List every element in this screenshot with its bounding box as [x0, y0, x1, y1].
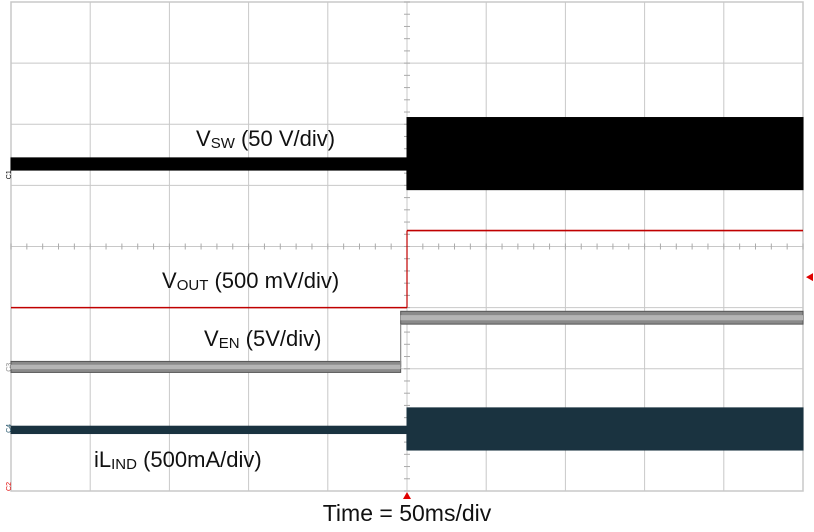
channel-marker-c3: C3	[6, 363, 13, 372]
channel-marker-c1: C1	[6, 170, 13, 179]
trace-ven-core	[400, 315, 803, 321]
trigger-time-marker	[403, 492, 411, 499]
channel-marker-c4: C4	[6, 424, 13, 433]
trace-ven-core	[11, 364, 401, 370]
trace-vsw	[406, 117, 804, 191]
trace-il	[10, 425, 408, 435]
label-il: iLIND (500mA/div)	[94, 447, 262, 473]
label-vout: VOUT (500 mV/div)	[162, 268, 340, 294]
trace-vsw	[10, 157, 408, 171]
trace-il	[406, 407, 804, 451]
trigger-level-marker	[806, 273, 813, 282]
label-ven: VEN (5V/div)	[204, 326, 322, 352]
x-axis-label: Time = 50ms/div	[322, 500, 492, 526]
oscilloscope-plot: C1 C3 C4 C2	[6, 1, 813, 499]
channel-marker-c2: C2	[6, 482, 13, 491]
label-vsw: VSW (50 V/div)	[196, 126, 336, 152]
